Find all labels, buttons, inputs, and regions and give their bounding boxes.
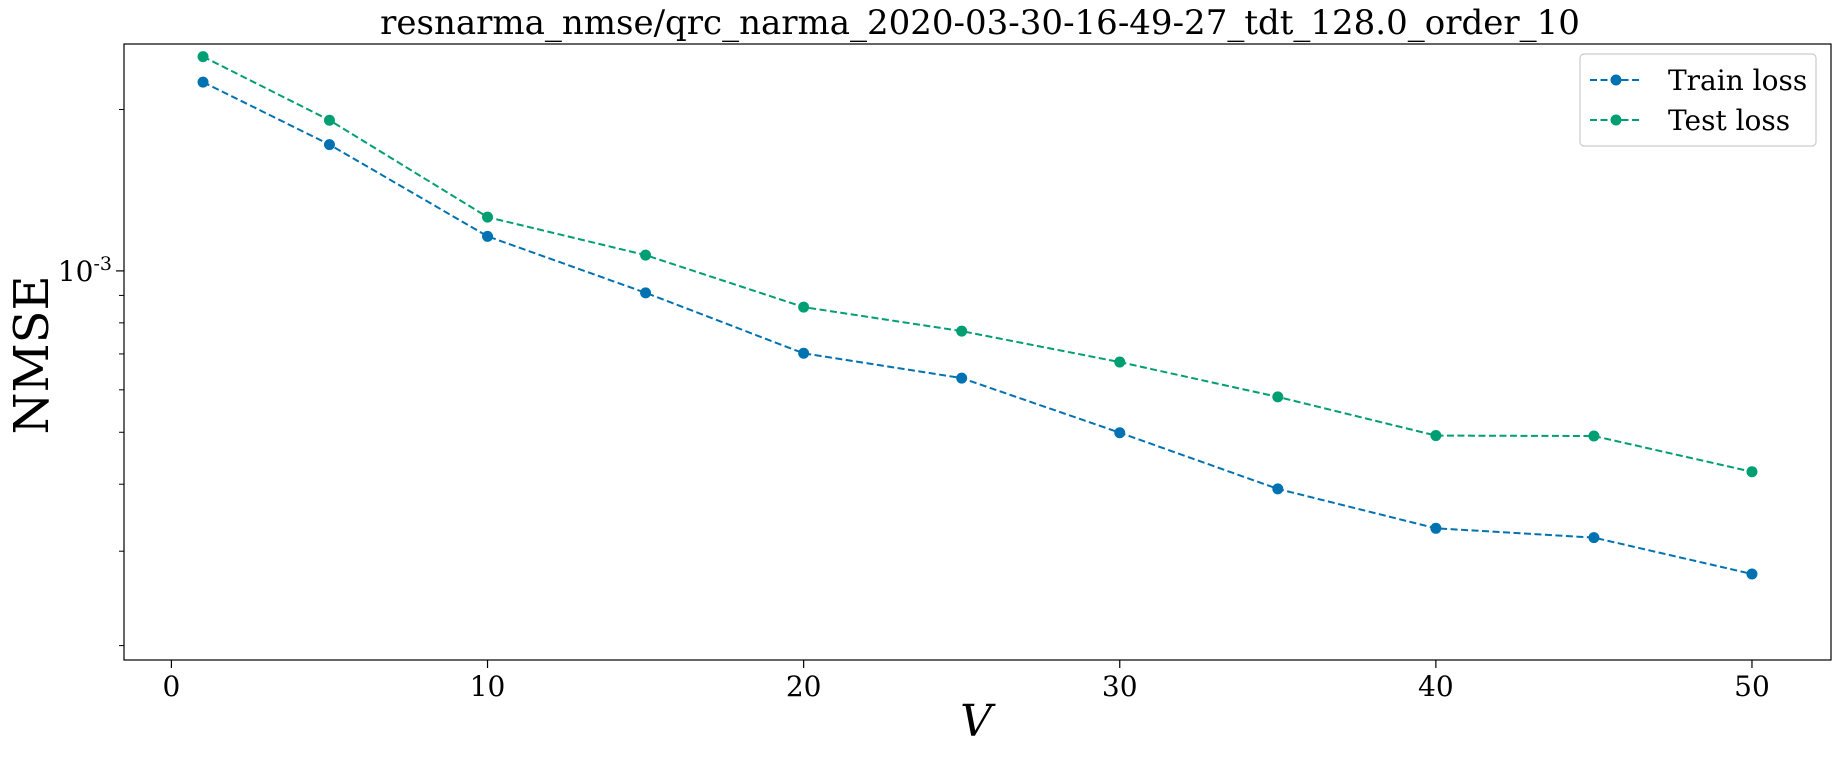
data-point [640,249,652,261]
x-tick-label: 30 [1102,670,1138,703]
data-point [1272,391,1284,403]
data-point [798,347,810,359]
series-line [202,81,1753,575]
data-point [197,76,209,88]
chart-title: resnarma_nmse/qrc_narma_2020-03-30-16-49… [380,3,1580,43]
series-train-loss [197,76,1758,580]
data-point [956,325,968,337]
data-point [1746,568,1758,580]
data-point [482,230,494,242]
legend-box [1579,53,1817,147]
data-point [323,114,335,126]
data-point [1430,522,1442,534]
x-tick-label: 20 [786,670,822,703]
data-point [1272,483,1284,495]
data-point [956,372,968,384]
data-point [798,301,810,313]
plot-frame [123,43,1832,661]
series-test-loss [197,51,1758,478]
legend-marker [1610,114,1622,126]
data-point [482,211,494,223]
data-point [1746,466,1758,478]
data-point [323,139,335,151]
x-tick-label: 10 [470,670,506,703]
data-point [1588,430,1600,442]
series-line [202,55,1753,473]
plot-area: 0 10 20 30 40 50 10-3 [58,43,1832,703]
y-tick-label: 10-3 [58,253,112,288]
x-tick-label: 0 [163,670,181,703]
x-axis-label: V [960,696,996,747]
legend-label: Test loss [1668,104,1790,137]
y-axis-label: NMSE [4,275,60,434]
x-tick-label: 40 [1418,670,1454,703]
data-point [640,287,652,299]
data-point [197,51,209,63]
data-point [1588,532,1600,544]
data-point [1430,430,1442,442]
legend: Train loss Test loss [1579,53,1817,147]
legend-marker [1610,74,1622,86]
data-point [1114,356,1126,368]
x-tick-label: 50 [1734,670,1770,703]
legend-label: Train loss [1668,64,1807,97]
data-point [1114,427,1126,439]
